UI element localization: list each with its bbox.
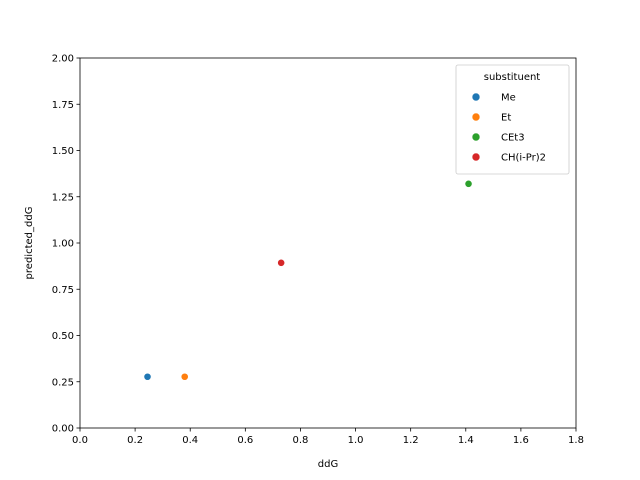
x-tick-label: 1.8 (568, 435, 584, 446)
data-points (143, 179, 473, 381)
y-tick-label: 1.50 (52, 146, 74, 157)
x-tick-label: 0.0 (72, 435, 88, 446)
y-tick-label: 1.75 (52, 100, 74, 111)
legend-marker (471, 112, 481, 122)
y-axis-ticks: 0.00 0.25 0.50 0.75 1.00 1.25 1.50 1.75 2.00 (52, 54, 80, 435)
legend-frame (455, 64, 570, 175)
x-tick-label: 0.2 (127, 435, 143, 446)
legend-title: substituent (484, 72, 541, 83)
x-tick-label: 0.4 (182, 435, 198, 446)
data-point (277, 258, 286, 267)
legend-marker (471, 132, 481, 142)
plot-area-frame (79, 57, 577, 429)
legend: substituent Me Et CEt3 CH(i-Pr)2 (455, 64, 570, 175)
y-tick-label: 2.00 (52, 54, 74, 65)
data-point (180, 372, 189, 381)
y-tick-label: 0.50 (52, 331, 74, 342)
x-tick-label: 1.4 (458, 435, 474, 446)
data-point (143, 372, 152, 381)
legend-items: Me Et CEt3 CH(i-Pr)2 (471, 92, 546, 164)
y-axis-title: predicted_ddG (24, 207, 35, 280)
data-point (464, 179, 473, 188)
y-tick-label: 0.00 (52, 424, 74, 435)
x-axis-title: ddG (318, 459, 338, 470)
x-axis-ticks: 0.0 0.2 0.4 0.6 0.8 1.0 1.2 1.4 1.6 1.8 (72, 428, 584, 446)
legend-marker (471, 92, 481, 102)
legend-label: CH(i-Pr)2 (501, 153, 546, 164)
y-tick-label: 0.75 (52, 285, 74, 296)
y-tick-label: 1.00 (52, 239, 74, 250)
legend-label: Me (501, 93, 516, 104)
x-tick-label: 1.6 (513, 435, 529, 446)
x-tick-label: 1.0 (348, 435, 364, 446)
x-tick-label: 0.8 (292, 435, 308, 446)
legend-label: Et (501, 113, 511, 124)
y-tick-label: 1.25 (52, 192, 74, 203)
legend-marker (471, 152, 481, 162)
x-tick-label: 1.2 (403, 435, 419, 446)
legend-label: CEt3 (501, 133, 525, 144)
y-tick-label: 0.25 (52, 377, 74, 388)
x-tick-label: 0.6 (237, 435, 253, 446)
